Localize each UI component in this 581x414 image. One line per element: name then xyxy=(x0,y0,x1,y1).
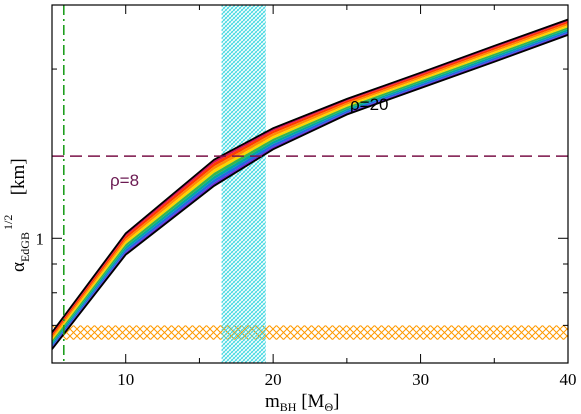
rainbow-band-8 xyxy=(52,33,568,350)
x-axis-label-main: m xyxy=(265,391,280,412)
y-tick-label: 1 xyxy=(36,229,45,248)
y-axis-label-sup: 1/2 xyxy=(1,215,15,230)
y-axis-label: αEdGB [km] 1/2 xyxy=(1,158,32,272)
x-axis-label-sub: BH xyxy=(280,400,297,414)
x-tick-label: 30 xyxy=(412,370,429,389)
x-axis-label-unit-close: ] xyxy=(333,391,339,412)
annotation-rho20: ρ=20 xyxy=(350,95,389,114)
plot-frame xyxy=(51,4,569,364)
x-axis-label-unit: [M xyxy=(296,391,324,412)
plot-area xyxy=(52,5,568,363)
annotation-rho8: ρ=8 xyxy=(110,171,139,190)
x-tick-label: 10 xyxy=(117,370,134,389)
vertical-band xyxy=(221,5,266,363)
y-axis-label-sub: EdGB xyxy=(18,232,32,262)
horizontal-band xyxy=(52,325,568,340)
y-axis-label-unit: [km] xyxy=(8,158,29,200)
series-line-rho8 xyxy=(52,18,568,333)
axis-ticks: 10 20 30 40 1 xyxy=(36,5,577,389)
x-tick-label: 20 xyxy=(265,370,282,389)
series-line-rho20 xyxy=(52,34,568,350)
svg-text:αEdGB [km]: αEdGB [km] xyxy=(8,158,32,272)
x-axis-label: mBH [MΘ] xyxy=(265,391,339,414)
y-axis-label-main: α xyxy=(8,262,29,272)
x-axis-label-unit-sub: Θ xyxy=(324,400,333,414)
x-tick-label: 40 xyxy=(560,370,577,389)
